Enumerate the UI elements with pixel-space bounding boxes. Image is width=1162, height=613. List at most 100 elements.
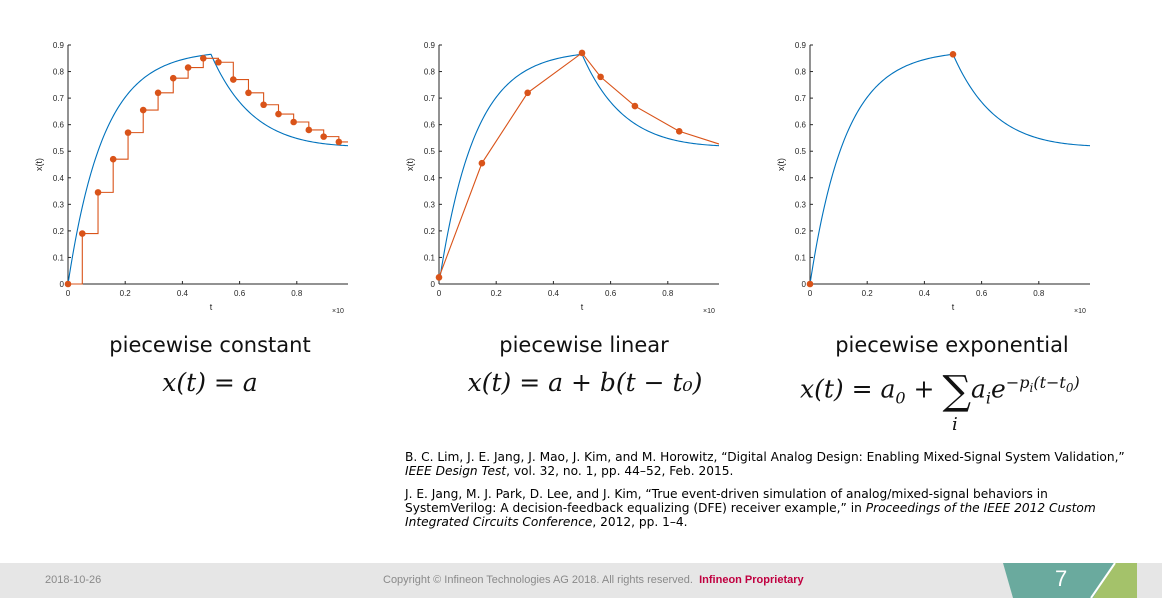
footer-date: 2018-10-26 [45, 574, 102, 586]
x-tick-label: 0.6 [976, 289, 988, 298]
data-point [597, 73, 604, 81]
data-point [949, 50, 957, 58]
y-axis-label: x(t) [405, 158, 415, 171]
y-tick-label: 0 [60, 280, 65, 289]
data-point [806, 280, 814, 288]
formula-exp-e: e [991, 374, 1006, 404]
data-point [435, 274, 443, 281]
y-tick-label: 0.4 [53, 174, 65, 183]
y-tick-label: 0.9 [795, 41, 807, 50]
smooth-response-line [809, 53, 1090, 285]
y-tick-label: 0.2 [53, 227, 65, 236]
x-tick-label: 0.4 [548, 289, 560, 298]
y-tick-label: 0.2 [424, 227, 436, 236]
x-tick-label: 0.8 [291, 289, 303, 298]
y-tick-label: 0.3 [424, 200, 436, 209]
data-point [79, 230, 86, 237]
data-point [139, 106, 147, 114]
formula-linear: x(t) = a + b(t − t₀) [467, 368, 703, 397]
formula-exp-lhs: x(t) = a [800, 374, 896, 404]
smooth-response-line [67, 53, 348, 285]
page-number: 7 [1055, 566, 1068, 591]
y-tick-label: 0.5 [424, 147, 436, 156]
y-tick-label: 0.7 [53, 94, 65, 103]
y-tick-label: 0.1 [795, 253, 807, 262]
x-tick-label: 0.6 [234, 289, 246, 298]
data-point [109, 155, 117, 163]
x-tick-label: 0.2 [120, 289, 132, 298]
y-tick-label: 0.4 [795, 174, 807, 183]
data-point [335, 138, 343, 146]
y-tick-label: 0.5 [795, 147, 807, 156]
reference-2-venue: Proceedings of the IEEE 2012 Custom Inte… [405, 501, 1096, 529]
x-axis-label: t [581, 302, 584, 312]
page-number-tab [1003, 563, 1137, 598]
data-point [64, 280, 72, 288]
y-tick-label: 0.5 [53, 147, 65, 156]
y-tick-label: 0.9 [53, 41, 65, 50]
x-tick-label: 0 [808, 289, 813, 298]
plot-piecewise-linear: 0 0.1 0.2 0.3 0.4 0.5 0.6 0.7 0.8 0.9 0 0.2 0.4 0.6 0.… [389, 30, 719, 325]
footer-copyright: Copyright © Infineon Technologies AG 201… [383, 574, 804, 586]
y-tick-label: 0.1 [424, 253, 436, 262]
y-tick-label: 0 [802, 280, 807, 289]
formula-constant: x(t) = a [162, 368, 258, 397]
x-axis-label: t [210, 302, 213, 312]
data-point [184, 64, 192, 71]
data-point [478, 159, 486, 167]
formula-exp-a0-sub: 0 [895, 388, 906, 408]
page-tab-accent [1093, 563, 1137, 598]
reference-1-details: , vol. 32, no. 1, pp. 44–52, Feb. 2015. [506, 464, 734, 478]
data-point [578, 49, 586, 57]
x-tick-label: 0.4 [177, 289, 189, 298]
formula-exp-plus: + [905, 374, 943, 404]
y-tick-label: 0.4 [424, 174, 436, 183]
page-tab-slash [1090, 563, 1116, 598]
x-tick-label: 0.2 [862, 289, 874, 298]
data-point [275, 110, 282, 118]
formula-exp-term: a [971, 374, 986, 404]
caption-linear: piecewise linear [499, 333, 669, 357]
y-tick-label: 0.8 [53, 68, 65, 77]
y-tick-label: 0.9 [424, 41, 436, 50]
formula-exp-power-sub: i [1029, 381, 1034, 396]
data-point [230, 76, 237, 83]
data-point [675, 128, 683, 135]
data-point [245, 89, 252, 97]
x-axis-label: t [952, 302, 955, 312]
chart-svg-constant: 0 0.1 0.2 0.3 0.4 0.5 0.6 0.7 0.8 0.9 0 0.2 0.4 0.6 0.… [34, 41, 348, 315]
plot-piecewise-constant: 0 0.1 0.2 0.3 0.4 0.5 0.6 0.7 0.8 0.9 0 0.2 0.4 0.6 0.… [18, 30, 348, 325]
footer-proprietary: Infineon Proprietary [699, 574, 804, 586]
y-tick-label: 0.8 [424, 68, 436, 77]
x-tick-label: 0 [437, 289, 442, 298]
reference-2: J. E. Jang, M. J. Park, D. Lee, and J. K… [405, 487, 1135, 529]
y-tick-label: 0.8 [795, 68, 807, 77]
caption-constant: piecewise constant [109, 333, 311, 357]
x-exponent-label: ×10 [1074, 308, 1086, 315]
data-point [94, 189, 102, 196]
data-point [215, 58, 222, 66]
formula-exp-power-sub2: 0 [1065, 381, 1074, 396]
y-tick-label: 0.2 [795, 227, 807, 236]
y-tick-label: 0.6 [795, 121, 807, 130]
formula-exponential: x(t) = a0 + ∑aie−pi(t−t0) i [800, 368, 1120, 435]
reference-1-journal: IEEE Design Test [405, 464, 507, 478]
data-point [524, 89, 531, 97]
reference-1-text: B. C. Lim, J. E. Jang, J. Mao, J. Kim, a… [405, 450, 1125, 464]
y-tick-label: 0.1 [53, 253, 65, 262]
plot-piecewise-exponential: 0 0.1 0.2 0.3 0.4 0.5 0.6 0.7 0.8 0.9 0 0.2 0.4 0.6 0.… [760, 30, 1090, 325]
x-tick-label: 0.2 [491, 289, 503, 298]
y-tick-label: 0.7 [424, 94, 436, 103]
x-tick-label: 0.8 [1033, 289, 1045, 298]
x-tick-label: 0 [66, 289, 71, 298]
data-point [305, 126, 313, 134]
data-point [124, 129, 132, 136]
data-point [260, 101, 267, 109]
caption-exponential: piecewise exponential [835, 333, 1069, 357]
data-point [154, 89, 162, 97]
y-tick-label: 0.6 [53, 121, 65, 130]
data-point [290, 118, 297, 126]
approximation-line [68, 57, 348, 285]
approximation-line [438, 52, 719, 278]
footer-bar: 2018-10-26 Copyright © Infineon Technolo… [0, 563, 1162, 598]
